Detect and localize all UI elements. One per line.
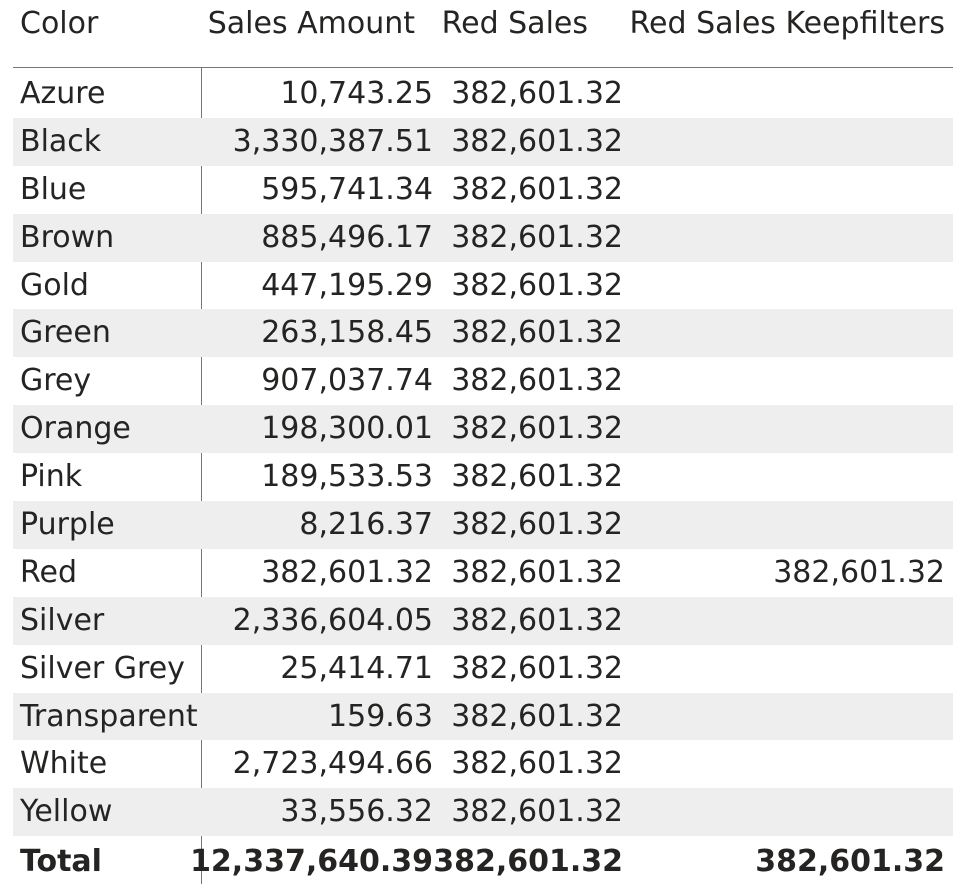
cell-red-sales: 382,601.32: [451, 76, 623, 111]
cell-red-sales: 382,601.32: [451, 267, 623, 303]
table-row[interactable]: White 2,723,494.66 382,601.32: [13, 740, 953, 788]
cell-red-sales: 382,601.32: [451, 650, 623, 686]
table-row[interactable]: Black 3,330,387.51 382,601.32: [13, 117, 953, 166]
cell-red-sales: 382,601.32: [451, 459, 623, 495]
cell-color: Yellow: [20, 794, 113, 830]
cell-color: White: [20, 746, 108, 782]
cell-sales-amount: 2,723,494.66: [232, 746, 433, 782]
row-header-divider: [201, 68, 202, 884]
table-row[interactable]: Yellow 33,556.32 382,601.32: [13, 788, 953, 837]
cell-sales-amount: 447,195.29: [261, 267, 433, 303]
cell-sales-amount: 33,556.32: [280, 794, 433, 830]
column-header-color[interactable]: Color: [20, 6, 99, 41]
cell-sales-amount: 159.63: [328, 698, 433, 734]
header-divider: [13, 67, 953, 68]
cell-red-sales: 382,601.32: [451, 507, 623, 543]
cell-color: Orange: [20, 411, 131, 447]
cell-red-sales: 382,601.32: [451, 123, 623, 159]
cell-sales-amount: 3,330,387.51: [232, 123, 433, 159]
table-row[interactable]: Silver 2,336,604.05 382,601.32: [13, 596, 953, 645]
total-red-sales-keepfilters: 382,601.32: [755, 844, 945, 879]
cell-color: Transparent: [20, 698, 198, 734]
table-row[interactable]: Blue 595,741.34 382,601.32: [13, 166, 953, 214]
column-header-red-sales[interactable]: Red Sales: [441, 6, 588, 41]
cell-sales-amount: 8,216.37: [299, 507, 433, 543]
column-header-sales-amount[interactable]: Sales Amount: [207, 6, 415, 41]
table-row[interactable]: Red 382,601.32 382,601.32 382,601.32: [13, 549, 953, 597]
cell-sales-amount: 885,496.17: [261, 219, 433, 255]
table-row[interactable]: Gold 447,195.29 382,601.32: [13, 262, 953, 310]
cell-color: Silver: [20, 602, 105, 638]
table-row[interactable]: Transparent 159.63 382,601.32: [13, 692, 953, 741]
cell-color: Gold: [20, 267, 89, 303]
cell-color: Azure: [20, 76, 106, 111]
cell-sales-amount: 189,533.53: [261, 459, 433, 495]
table-row[interactable]: Green 263,158.45 382,601.32: [13, 309, 953, 358]
cell-sales-amount: 10,743.25: [280, 76, 433, 111]
cell-color: Purple: [20, 507, 115, 543]
cell-sales-amount: 263,158.45: [261, 315, 433, 351]
total-red-sales: 382,601.32: [433, 844, 623, 879]
table-row[interactable]: Brown 885,496.17 382,601.32: [13, 213, 953, 262]
cell-red-sales: 382,601.32: [451, 554, 623, 590]
cell-color: Blue: [20, 171, 87, 207]
table-row[interactable]: Silver Grey 25,414.71 382,601.32: [13, 645, 953, 693]
total-row: Total 12,337,640.39 382,601.32 382,601.3…: [13, 838, 953, 886]
column-header-row: Color Sales Amount Red Sales Red Sales K…: [0, 0, 965, 48]
cell-red-sales: 382,601.32: [451, 602, 623, 638]
cell-red-sales: 382,601.32: [451, 171, 623, 207]
cell-color: Grey: [20, 363, 92, 399]
cell-red-sales: 382,601.32: [451, 315, 623, 351]
cell-sales-amount: 2,336,604.05: [232, 602, 433, 638]
cell-color: Red: [20, 554, 77, 590]
cell-color: Silver Grey: [20, 650, 185, 686]
cell-red-sales: 382,601.32: [451, 698, 623, 734]
cell-sales-amount: 198,300.01: [261, 411, 433, 447]
cell-red-sales-keepfilters: 382,601.32: [773, 554, 945, 590]
table-row[interactable]: Grey 907,037.74 382,601.32: [13, 357, 953, 405]
cell-color: Brown: [20, 219, 115, 255]
total-sales-amount: 12,337,640.39: [190, 844, 433, 879]
cell-red-sales: 382,601.32: [451, 411, 623, 447]
column-header-red-sales-keepfilters[interactable]: Red Sales Keepfilters: [629, 6, 945, 41]
cell-color: Black: [20, 123, 102, 159]
cell-sales-amount: 25,414.71: [280, 650, 433, 686]
table-body: Azure 10,743.25 382,601.32 Black 3,330,387.5…: [13, 70, 953, 837]
cell-red-sales: 382,601.32: [451, 746, 623, 782]
cell-red-sales: 382,601.32: [451, 794, 623, 830]
table-row[interactable]: Purple 8,216.37 382,601.32: [13, 501, 953, 549]
cell-red-sales: 382,601.32: [451, 363, 623, 399]
cell-color: Pink: [20, 459, 83, 495]
table-row[interactable]: Pink 189,533.53 382,601.32: [13, 453, 953, 501]
cell-sales-amount: 907,037.74: [261, 363, 433, 399]
cell-color: Green: [20, 315, 111, 351]
table-row[interactable]: Azure 10,743.25 382,601.32: [13, 70, 953, 118]
table-row[interactable]: Orange 198,300.01 382,601.32: [13, 405, 953, 454]
cell-sales-amount: 382,601.32: [261, 554, 433, 590]
total-label: Total: [20, 844, 102, 879]
cell-red-sales: 382,601.32: [451, 219, 623, 255]
cell-sales-amount: 595,741.34: [261, 171, 433, 207]
